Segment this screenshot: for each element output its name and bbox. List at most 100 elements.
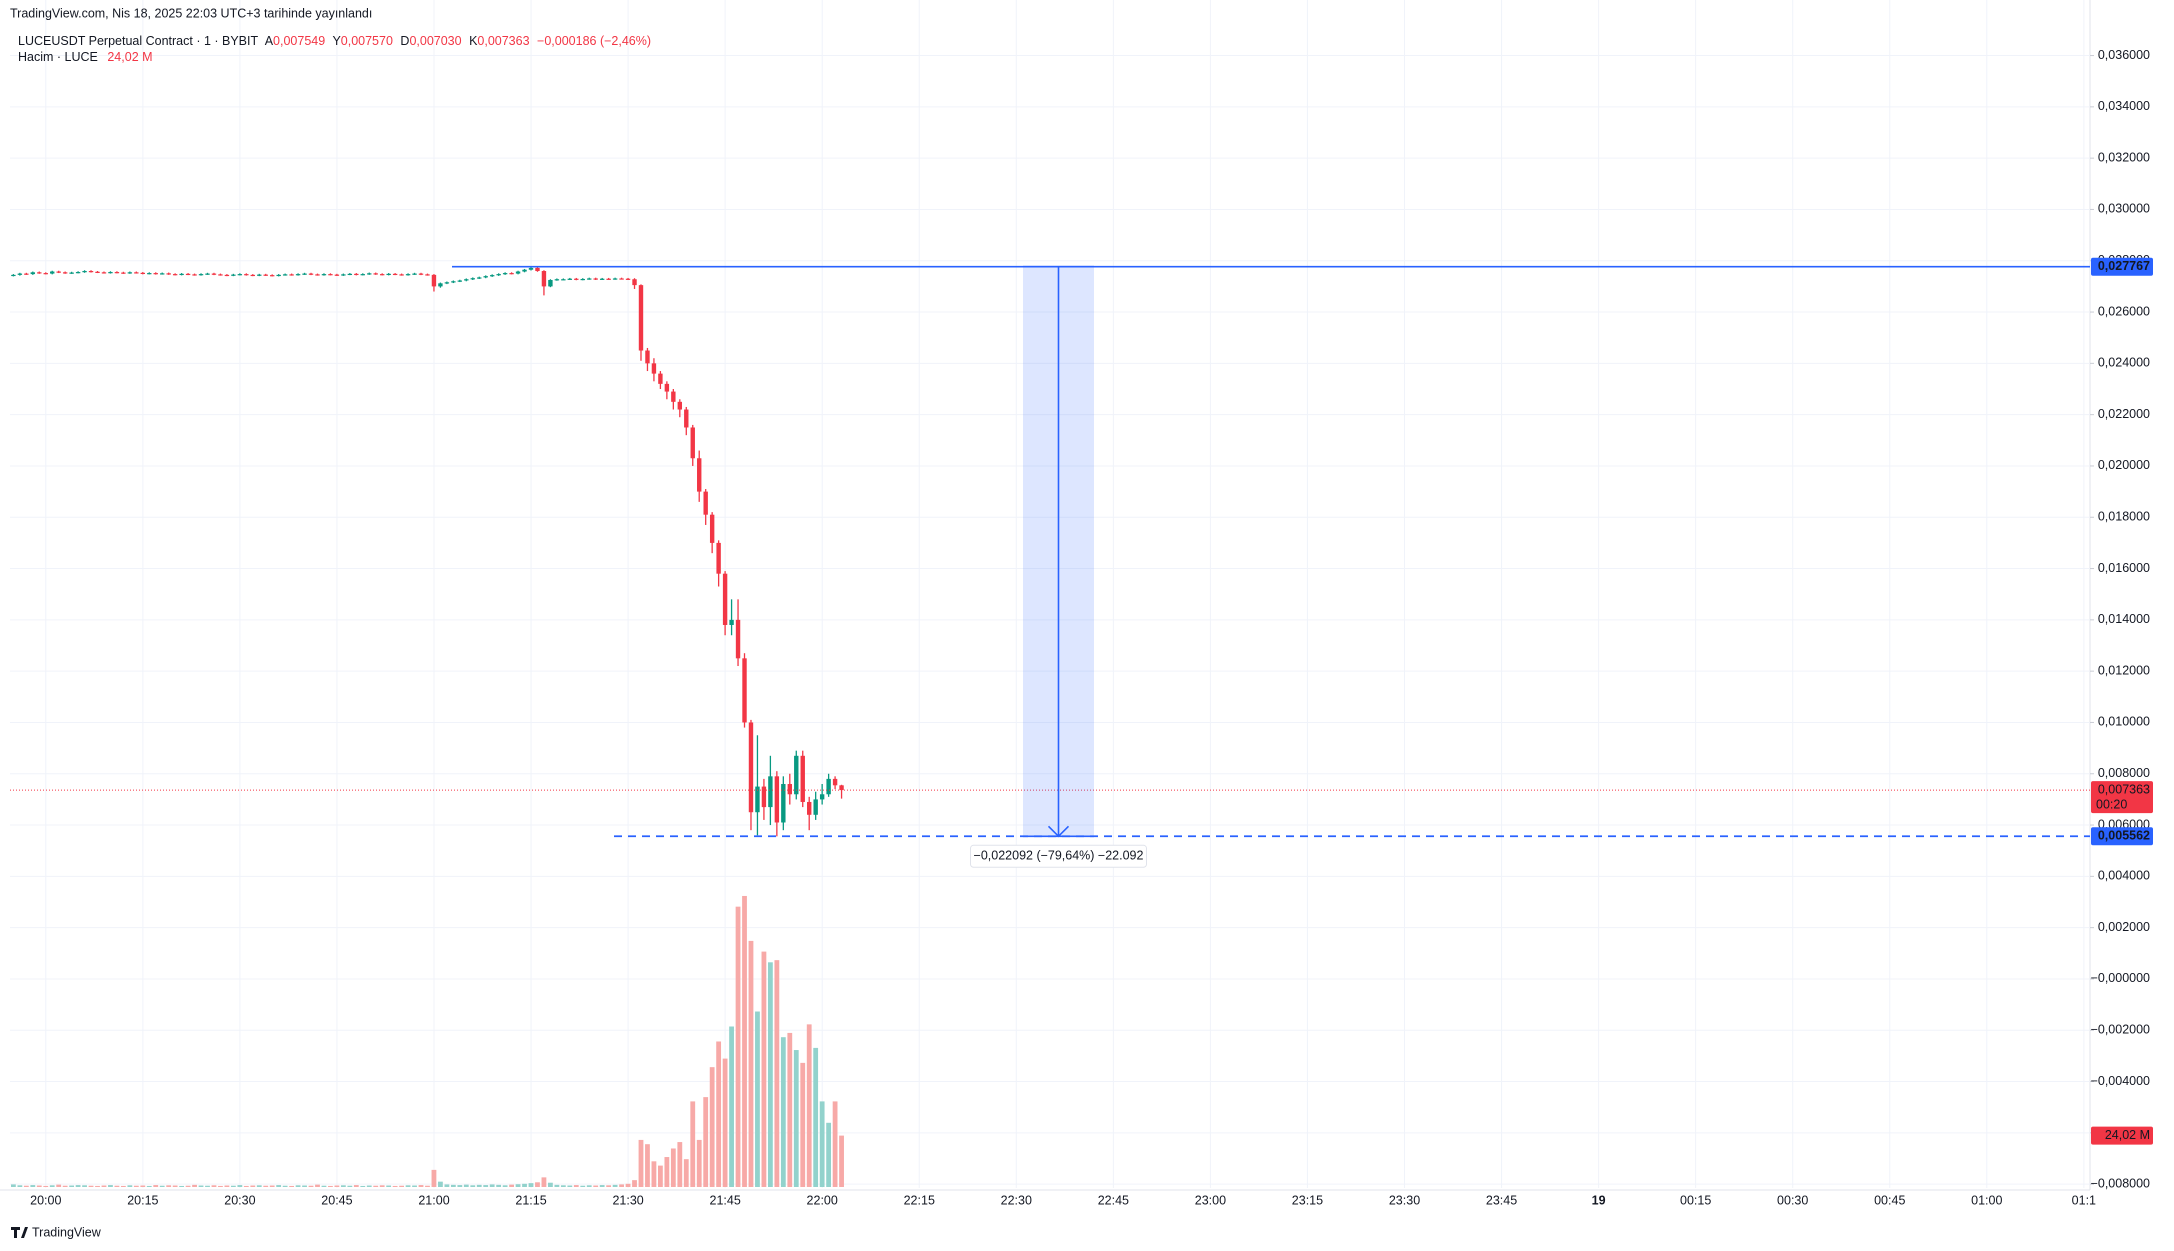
y-tick-label: 0,024000: [2098, 356, 2150, 370]
high-value: 0,007570: [341, 34, 393, 48]
candle-body: [800, 755, 805, 802]
y-tick-label: −0,000000: [2091, 971, 2150, 985]
volume-bar: [696, 1139, 702, 1187]
candle-body: [121, 272, 126, 274]
candle-body: [334, 274, 340, 276]
candle-body: [282, 274, 288, 276]
volume-bar: [470, 1185, 476, 1187]
volume-bar: [528, 1183, 534, 1187]
low-line-tag: [2091, 827, 2153, 846]
candle-body: [781, 784, 786, 823]
candle-body: [625, 278, 631, 280]
candle-body: [496, 274, 501, 276]
y-tick-label: 0,018000: [2098, 510, 2150, 524]
candle-body: [535, 267, 540, 272]
candle-body: [237, 274, 243, 276]
candle-body: [431, 274, 437, 287]
volume-bar: [289, 1185, 295, 1187]
high-key: Y: [332, 34, 341, 48]
volume-bar: [683, 1159, 689, 1187]
candle-body: [528, 267, 534, 270]
volume-bar: [282, 1185, 288, 1187]
candle-body: [599, 278, 605, 280]
candle-body: [671, 391, 676, 402]
candle-body: [347, 273, 353, 276]
candle-body: [379, 274, 385, 276]
measure-arrowhead: [1047, 825, 1070, 838]
y-tick-label: 0,036000: [2098, 48, 2150, 62]
candle-body: [606, 278, 611, 280]
volume-bar: [192, 1184, 197, 1187]
volume-bar: [658, 1165, 663, 1187]
volume-bar: [787, 1032, 793, 1187]
candle-body: [787, 784, 792, 795]
y-tick-label: 0,022000: [2098, 407, 2150, 421]
volume-bar: [742, 895, 747, 1187]
volume-bar: [49, 1185, 55, 1187]
volume-bar: [412, 1185, 417, 1187]
x-tick-label: 22:15: [904, 1193, 935, 1207]
candle-body: [185, 273, 191, 276]
volume-bar: [69, 1185, 75, 1187]
volume-bar: [250, 1185, 256, 1187]
candle-body: [17, 273, 23, 275]
volume-bar: [276, 1185, 282, 1187]
volume-bar: [755, 1011, 760, 1187]
candle-body: [593, 278, 598, 280]
volume-bar: [496, 1184, 502, 1187]
candle-body: [574, 278, 579, 280]
candle-body: [367, 273, 372, 275]
volume-bar: [502, 1185, 508, 1187]
volume-bar: [444, 1184, 450, 1187]
candle-body: [709, 514, 715, 543]
candle-body: [690, 427, 695, 459]
measure-label: −0,022092 (−79,64%) −22.092: [974, 849, 1144, 863]
candle-body: [658, 373, 663, 384]
volume-bar: [670, 1148, 676, 1187]
x-tick-label: 23:00: [1195, 1193, 1226, 1207]
candle-body: [515, 271, 521, 274]
candle-body: [761, 786, 767, 808]
volume-bar: [722, 1058, 728, 1187]
volume-bar: [166, 1185, 172, 1187]
volume-bar: [625, 1183, 631, 1187]
volume-bar: [580, 1185, 586, 1187]
candle-body: [619, 278, 624, 280]
low-value: 0,007030: [409, 34, 461, 48]
volume-bar: [573, 1185, 579, 1187]
candle-body: [231, 274, 236, 276]
candle-body: [315, 274, 320, 276]
candle-body: [192, 274, 197, 276]
candle-body: [418, 273, 424, 275]
candle-body: [56, 271, 61, 273]
y-tick-label: −0,004000: [2091, 1074, 2150, 1088]
x-tick-label: 22:30: [1001, 1193, 1032, 1207]
candle-body: [218, 274, 223, 276]
candle-body: [250, 274, 255, 277]
volume-bar: [438, 1181, 443, 1187]
candle-body: [50, 271, 55, 274]
volume-name: Hacim · LUCE: [18, 50, 98, 64]
volume-bar: [133, 1185, 139, 1187]
volume-tag: [2091, 1126, 2153, 1145]
y-tick-label: 0,026000: [2098, 304, 2150, 318]
candle-body: [464, 279, 469, 281]
x-tick-label: 20:15: [127, 1193, 158, 1207]
candle-body: [819, 794, 825, 800]
volume-bar: [263, 1185, 269, 1187]
volume-bar: [379, 1185, 385, 1187]
volume-bar: [127, 1185, 133, 1187]
volume-bar: [819, 1101, 825, 1187]
volume-bar: [347, 1185, 353, 1187]
candle-body: [24, 273, 29, 275]
candle-body: [677, 401, 683, 410]
volume-bar: [334, 1185, 340, 1187]
volume-bar: [450, 1184, 456, 1187]
volume-bar: [185, 1185, 191, 1187]
x-tick-label: 21:00: [418, 1193, 449, 1207]
candle-body: [502, 273, 508, 275]
volume-bar: [366, 1185, 372, 1187]
volume-bar: [483, 1185, 489, 1187]
volume-bar: [269, 1185, 275, 1187]
candle-body: [839, 785, 844, 791]
